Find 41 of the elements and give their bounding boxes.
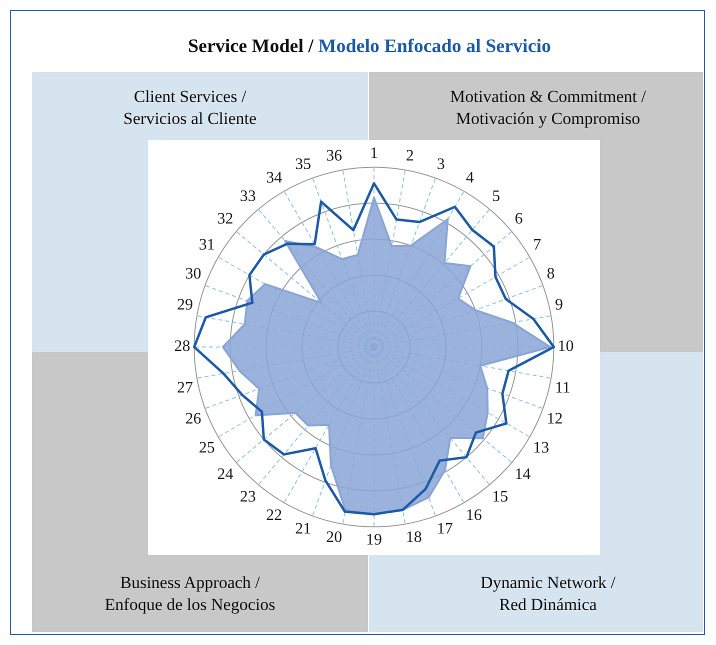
spoke-label: 23 <box>240 488 256 506</box>
spoke-label: 8 <box>546 266 555 283</box>
chart-title: Service Model / Modelo Enfocado al Servicio <box>186 36 552 58</box>
spoke-label: 29 <box>176 296 193 314</box>
spoke-label: 18 <box>406 528 422 546</box>
spoke-label: 27 <box>176 380 193 397</box>
spoke-label: 22 <box>266 506 282 524</box>
spoke-label: 34 <box>266 169 282 186</box>
spoke-label: 11 <box>555 380 570 397</box>
spoke-label: 6 <box>514 210 523 228</box>
spoke-label: 12 <box>546 410 563 428</box>
spoke-label: 5 <box>492 188 500 205</box>
spoke-label: 24 <box>217 466 234 483</box>
text: Motivation & Commitment / Motivación y Compromiso <box>449 86 647 130</box>
spoke-label: 33 <box>240 188 256 205</box>
spoke-label: 15 <box>492 488 508 506</box>
spoke-label: 16 <box>466 506 482 524</box>
spoke-label: 9 <box>555 296 564 314</box>
spoke-label: 17 <box>436 520 453 538</box>
text: Client Services / Servicios al Cliente <box>122 86 258 130</box>
spoke-label: 25 <box>198 440 215 457</box>
spoke-label: 13 <box>533 440 550 457</box>
text: Business Approach / Enfoque de los Negocios <box>104 572 276 616</box>
spoke-label: 35 <box>295 156 312 173</box>
spoke-label: 20 <box>326 528 342 546</box>
spoke-label: 32 <box>217 210 234 228</box>
spoke-label: 36 <box>326 148 342 165</box>
spoke-label: 30 <box>185 266 202 283</box>
spoke-label: 21 <box>295 520 312 538</box>
spoke-label: 7 <box>533 236 542 254</box>
spoke-label: 26 <box>185 410 202 428</box>
spoke-label: 19 <box>366 532 382 549</box>
spoke-label: 10 <box>558 338 574 356</box>
spoke-label: 2 <box>406 148 414 165</box>
spoke-label: 3 <box>436 156 445 173</box>
spoke-label: 4 <box>466 169 474 186</box>
spoke-label: 14 <box>514 466 531 483</box>
spoke-label: 28 <box>174 338 190 356</box>
spoke-label: 1 <box>370 144 378 162</box>
text: Dynamic Network / Red Dinámica <box>479 572 617 616</box>
spoke-label: 31 <box>198 236 215 254</box>
